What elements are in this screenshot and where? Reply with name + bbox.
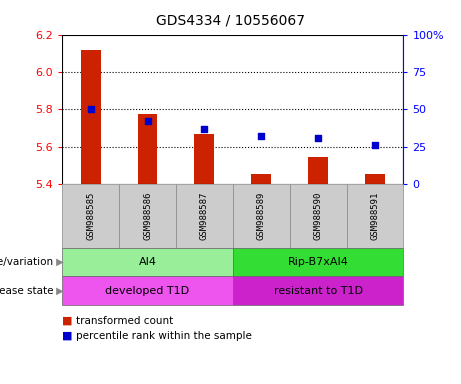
Bar	[81, 50, 100, 184]
Text: GSM988589: GSM988589	[257, 192, 266, 240]
Bar	[137, 114, 158, 184]
Bar	[365, 174, 385, 184]
Point	[87, 106, 95, 113]
Point	[371, 142, 378, 149]
Text: transformed count: transformed count	[76, 316, 173, 326]
Text: GSM988585: GSM988585	[86, 192, 95, 240]
Text: genotype/variation: genotype/variation	[0, 257, 53, 267]
Bar	[308, 157, 328, 184]
Point	[258, 133, 265, 139]
Bar	[195, 134, 214, 184]
Text: ▶: ▶	[53, 286, 64, 296]
Point	[201, 126, 208, 132]
Text: resistant to T1D: resistant to T1D	[273, 286, 363, 296]
Text: GSM988586: GSM988586	[143, 192, 152, 240]
Point	[314, 135, 322, 141]
Text: GDS4334 / 10556067: GDS4334 / 10556067	[156, 13, 305, 27]
Text: ▶: ▶	[53, 257, 64, 267]
Text: ■: ■	[62, 316, 73, 326]
Text: disease state: disease state	[0, 286, 53, 296]
Bar	[251, 174, 271, 184]
Text: GSM988587: GSM988587	[200, 192, 209, 240]
Text: percentile rank within the sample: percentile rank within the sample	[76, 331, 252, 341]
Text: Rip-B7xAI4: Rip-B7xAI4	[288, 257, 349, 267]
Text: AI4: AI4	[138, 257, 157, 267]
Text: developed T1D: developed T1D	[106, 286, 189, 296]
Text: ■: ■	[62, 331, 73, 341]
Point	[144, 118, 151, 124]
Text: GSM988591: GSM988591	[371, 192, 379, 240]
Text: GSM988590: GSM988590	[313, 192, 323, 240]
